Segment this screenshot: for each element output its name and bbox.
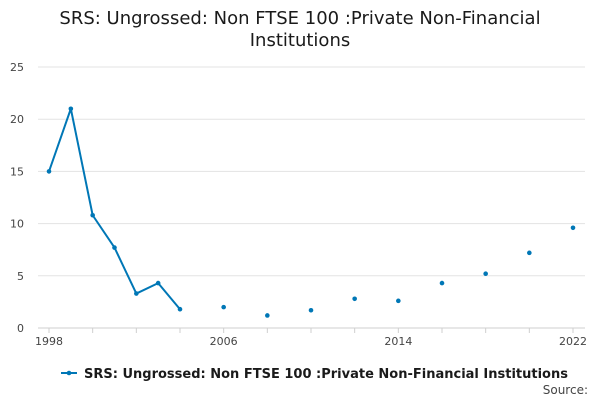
x-tick-label: 2022 [559,335,587,348]
data-point [527,250,532,256]
data-point [352,296,357,302]
series-line [48,107,181,310]
y-tick-label: 5 [17,270,24,283]
chart-title-line-1: SRS: Ungrossed: Non FTSE 100 :Private No… [59,8,540,29]
legend-marker-swatch [66,370,72,376]
grid-lines [38,66,585,277]
x-tick-label: 2014 [384,335,412,348]
x-tick-label: 2006 [210,335,238,348]
data-point [155,280,161,286]
data-point [265,313,270,318]
y-tick-label: 10 [10,218,24,231]
y-tick-label: 25 [10,61,24,74]
data-point [68,106,74,112]
data-point [308,307,314,313]
series-layer [46,106,576,318]
y-tick-label: 15 [10,165,24,178]
data-point [439,280,445,286]
legend-label: SRS: Ungrossed: Non FTSE 100 :Private No… [84,367,568,382]
data-point [134,291,139,296]
source-label: Source: [543,383,588,397]
data-point [177,306,183,312]
data-point [483,271,488,277]
data-point [46,169,52,174]
axes: 0 5 10 15 20 25 1998 2006 2014 2022 [10,61,587,348]
y-tick-label: 0 [17,322,24,335]
data-point [396,298,401,304]
y-tick-label: 20 [10,113,24,126]
x-tick-label: 1998 [35,335,63,348]
data-point [221,304,226,310]
data-point [112,245,117,250]
legend: SRS: Ungrossed: Non FTSE 100 :Private No… [61,367,568,382]
data-point [90,212,95,218]
chart-title-line-2: Institutions [250,30,350,51]
data-point [570,225,576,231]
